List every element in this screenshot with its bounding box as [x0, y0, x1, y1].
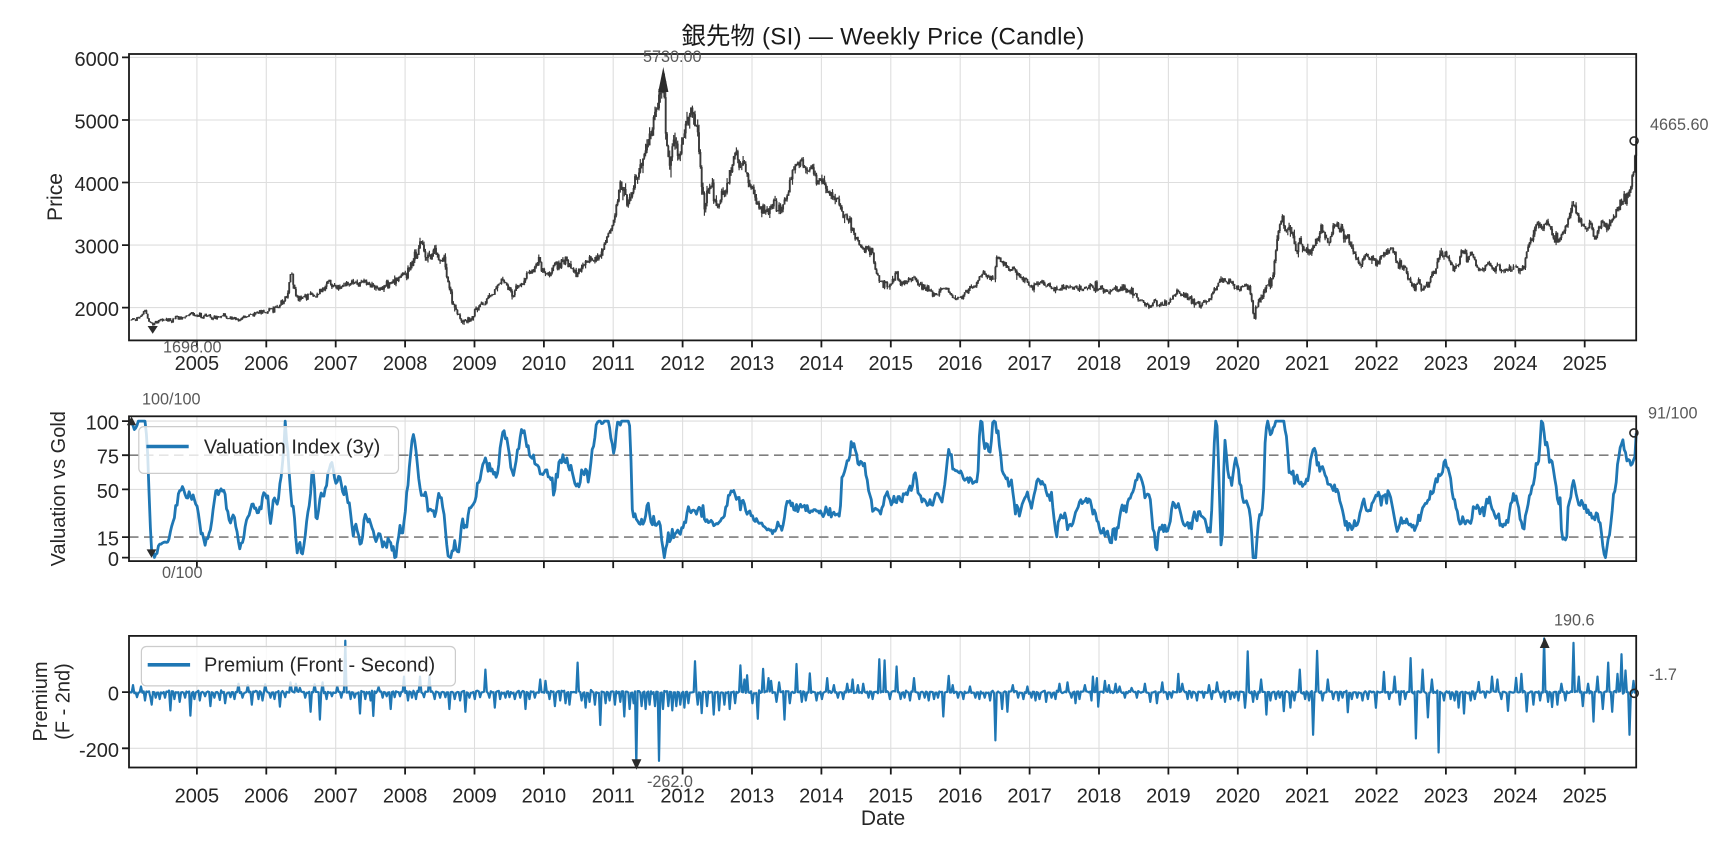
svg-text:2013: 2013	[730, 786, 775, 808]
svg-text:Premium: Premium	[30, 661, 52, 741]
svg-text:2016: 2016	[938, 353, 983, 375]
svg-text:2021: 2021	[1285, 786, 1330, 808]
svg-text:2014: 2014	[799, 786, 844, 808]
svg-text:2017: 2017	[1007, 353, 1052, 375]
svg-text:2024: 2024	[1493, 353, 1538, 375]
svg-text:100: 100	[86, 413, 119, 435]
svg-text:-1.7: -1.7	[1649, 666, 1677, 684]
svg-text:2023: 2023	[1424, 786, 1469, 808]
svg-text:50: 50	[97, 481, 119, 503]
svg-text:5730.00: 5730.00	[643, 48, 702, 66]
svg-text:2012: 2012	[660, 353, 705, 375]
svg-text:2020: 2020	[1216, 786, 1261, 808]
svg-text:15: 15	[97, 529, 119, 551]
svg-text:2017: 2017	[1007, 786, 1052, 808]
svg-text:2007: 2007	[313, 786, 358, 808]
svg-text:(F - 2nd): (F - 2nd)	[53, 663, 75, 740]
svg-text:2020: 2020	[1216, 353, 1261, 375]
svg-text:1696.00: 1696.00	[163, 339, 222, 357]
svg-text:2016: 2016	[938, 786, 983, 808]
svg-text:2018: 2018	[1077, 353, 1122, 375]
svg-text:190.6: 190.6	[1554, 612, 1595, 630]
svg-text:2024: 2024	[1493, 786, 1538, 808]
svg-text:2022: 2022	[1354, 353, 1399, 375]
svg-text:0: 0	[108, 549, 119, 571]
svg-text:2019: 2019	[1146, 353, 1191, 375]
svg-text:2009: 2009	[452, 786, 497, 808]
svg-text:Price: Price	[44, 173, 67, 221]
svg-text:2010: 2010	[522, 786, 567, 808]
svg-text:2010: 2010	[522, 353, 567, 375]
svg-text:2019: 2019	[1146, 786, 1191, 808]
svg-text:2015: 2015	[869, 786, 914, 808]
svg-text:0/100: 0/100	[162, 564, 203, 582]
svg-text:2005: 2005	[175, 353, 220, 375]
svg-text:2000: 2000	[75, 299, 120, 321]
svg-text:Premium (Front - Second): Premium (Front - Second)	[204, 655, 435, 677]
svg-text:Date: Date	[861, 807, 905, 830]
svg-text:2014: 2014	[799, 353, 844, 375]
svg-text:2009: 2009	[452, 353, 497, 375]
svg-text:75: 75	[97, 447, 119, 469]
svg-text:Valuation vs Gold: Valuation vs Gold	[48, 411, 70, 566]
svg-text:2015: 2015	[869, 353, 914, 375]
svg-text:91/100: 91/100	[1648, 405, 1698, 423]
svg-text:2008: 2008	[383, 786, 428, 808]
svg-text:(SI) — Weekly Price (Candle): (SI) — Weekly Price (Candle)	[762, 23, 1085, 50]
svg-text:2005: 2005	[175, 786, 220, 808]
svg-text:0: 0	[108, 684, 119, 706]
svg-text:2006: 2006	[244, 786, 289, 808]
svg-text:2007: 2007	[313, 353, 358, 375]
svg-text:2012: 2012	[660, 786, 705, 808]
svg-text:-262.0: -262.0	[647, 773, 693, 791]
svg-text:2008: 2008	[383, 353, 428, 375]
svg-text:Valuation Index (3y): Valuation Index (3y)	[204, 437, 380, 459]
svg-text:2023: 2023	[1424, 353, 1469, 375]
svg-text:2018: 2018	[1077, 786, 1122, 808]
svg-text:2025: 2025	[1562, 353, 1607, 375]
svg-text:5000: 5000	[75, 112, 120, 134]
svg-text:2011: 2011	[592, 786, 635, 808]
svg-text:100/100: 100/100	[142, 391, 201, 409]
svg-text:4000: 4000	[75, 174, 120, 196]
svg-text:2025: 2025	[1562, 786, 1607, 808]
svg-text:4665.60: 4665.60	[1650, 116, 1709, 134]
svg-text:2006: 2006	[244, 353, 289, 375]
svg-text:2021: 2021	[1285, 353, 1330, 375]
svg-text:3000: 3000	[75, 237, 120, 259]
svg-text:2022: 2022	[1354, 786, 1399, 808]
svg-text:2013: 2013	[730, 353, 775, 375]
svg-text:-200: -200	[79, 740, 119, 762]
svg-text:2011: 2011	[592, 353, 635, 375]
svg-text:6000: 6000	[75, 49, 120, 71]
